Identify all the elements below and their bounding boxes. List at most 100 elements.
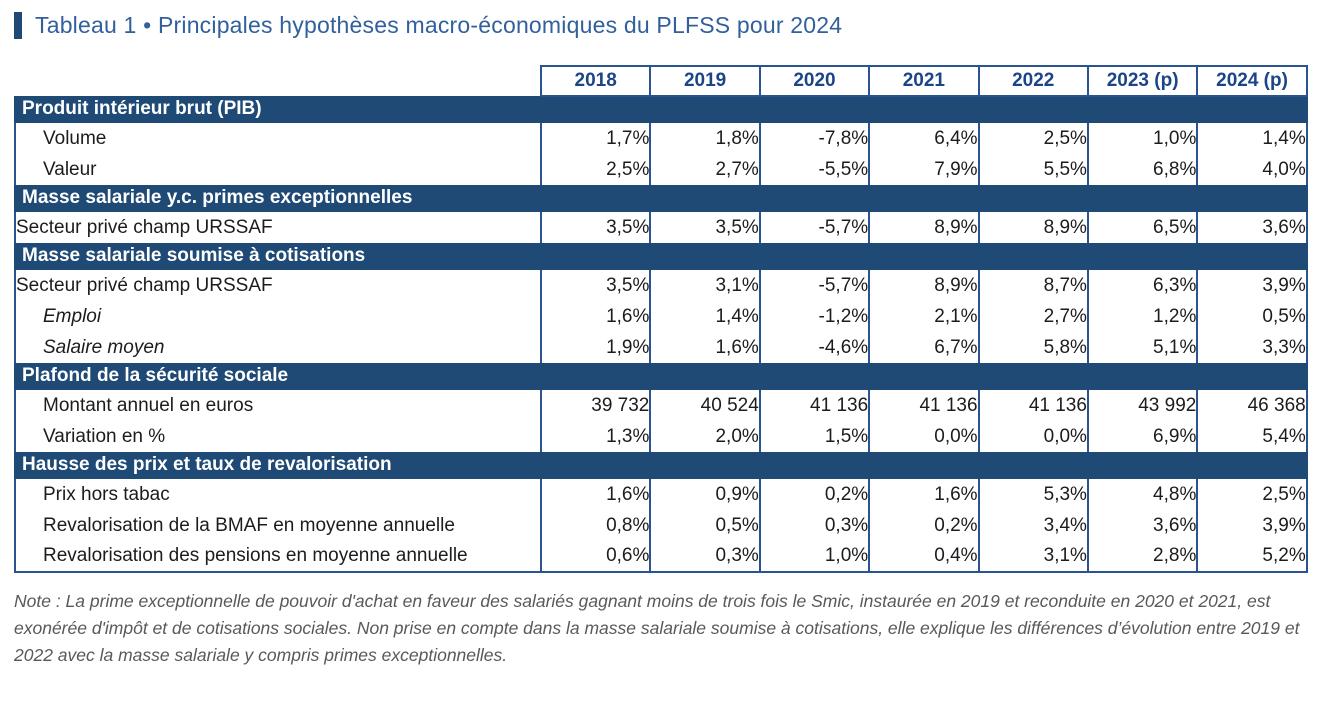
row-label: Volume	[14, 123, 541, 154]
data-cell: 3,6%	[1196, 212, 1308, 243]
data-cell: -5,7%	[758, 270, 870, 301]
data-cell: 0,0%	[868, 421, 979, 452]
data-cell: 0,4%	[868, 541, 979, 573]
table-row: Variation en % 1,3% 2,0% 1,5% 0,0% 0,0% 6,9% 5,…	[14, 421, 1308, 452]
data-cell: -1,2%	[758, 301, 870, 332]
section-header-row: Produit intérieur brut (PIB)	[14, 96, 1308, 123]
row-label: Secteur privé champ URSSAF	[14, 270, 541, 301]
section-header-row: Masse salariale soumise à cotisations	[14, 243, 1308, 270]
row-label: Prix hors tabac	[14, 479, 541, 510]
data-cell: 1,6%	[539, 479, 651, 510]
row-label: Revalorisation de la BMAF en moyenne ann…	[14, 510, 541, 541]
section-header-label: Plafond de la sécurité sociale	[14, 363, 1308, 390]
data-cell: 2,0%	[649, 421, 760, 452]
section-header-label: Hausse des prix et taux de revalorisatio…	[14, 452, 1308, 479]
data-cell: 8,7%	[977, 270, 1088, 301]
year-header: 2021	[868, 65, 980, 97]
table-title: Tableau 1 • Principales hypothèses macro…	[14, 12, 1306, 39]
data-cell: 6,4%	[868, 123, 979, 154]
data-cell: 6,3%	[1086, 270, 1198, 301]
data-cell: 3,9%	[1196, 510, 1308, 541]
data-cell: 3,1%	[649, 270, 760, 301]
data-cell: 2,1%	[868, 301, 979, 332]
data-cell: 0,2%	[758, 479, 870, 510]
data-cell: 5,2%	[1196, 541, 1308, 573]
table-row: Volume 1,7% 1,8% -7,8% 6,4% 2,5% 1,0% 1,4%	[14, 123, 1308, 154]
year-header: 2023 (p)	[1086, 65, 1199, 97]
data-cell: -7,8%	[758, 123, 870, 154]
data-cell: 6,8%	[1086, 154, 1198, 185]
row-label: Montant annuel en euros	[14, 390, 541, 421]
data-cell: 40 524	[649, 390, 760, 421]
data-cell: 0,3%	[758, 510, 870, 541]
data-cell: 2,5%	[977, 123, 1088, 154]
data-cell: 43 992	[1086, 390, 1198, 421]
data-cell: 6,7%	[868, 332, 979, 363]
row-label: Secteur privé champ URSSAF	[14, 212, 541, 243]
data-cell: 0,9%	[649, 479, 760, 510]
data-cell: 3,5%	[539, 270, 651, 301]
data-cell: 1,4%	[1196, 123, 1308, 154]
table-row: Prix hors tabac 1,6% 0,9% 0,2% 1,6% 5,3% 4,8% 2…	[14, 479, 1308, 510]
data-cell: 1,6%	[868, 479, 979, 510]
data-cell: 1,5%	[758, 421, 870, 452]
table-row: Revalorisation des pensions en moyenne a…	[14, 541, 1308, 573]
table-row: Secteur privé champ URSSAF 3,5% 3,5% -5,7% 8…	[14, 212, 1308, 243]
year-header: 2020	[758, 65, 871, 97]
data-cell: 0,2%	[868, 510, 979, 541]
table-row: Emploi 1,6% 1,4% -1,2% 2,1% 2,7% 1,2% 0,5%	[14, 301, 1308, 332]
data-cell: -5,7%	[758, 212, 870, 243]
data-cell: 46 368	[1196, 390, 1308, 421]
data-cell: 1,9%	[539, 332, 651, 363]
section-header-label: Masse salariale y.c. primes exceptionnel…	[14, 185, 1308, 212]
data-cell: 4,8%	[1086, 479, 1198, 510]
data-cell: 8,9%	[977, 212, 1088, 243]
data-cell: 3,6%	[1086, 510, 1198, 541]
corner-empty-cell	[15, 66, 541, 96]
data-cell: -4,6%	[758, 332, 870, 363]
data-cell: 3,9%	[1196, 270, 1308, 301]
section-header-row: Masse salariale y.c. primes exceptionnel…	[14, 185, 1308, 212]
year-header: 2019	[649, 65, 761, 97]
data-cell: 3,5%	[539, 212, 651, 243]
row-label: Valeur	[14, 154, 541, 185]
data-cell: 5,3%	[977, 479, 1088, 510]
data-cell: 5,4%	[1196, 421, 1308, 452]
table-row: Montant annuel en euros 39 732 40 524 41 13…	[14, 390, 1308, 421]
data-cell: 6,5%	[1086, 212, 1198, 243]
data-cell: 1,6%	[539, 301, 651, 332]
data-cell: 41 136	[868, 390, 979, 421]
data-cell: 1,6%	[649, 332, 760, 363]
data-cell: 1,8%	[649, 123, 760, 154]
data-cell: 41 136	[977, 390, 1088, 421]
row-label: Salaire moyen	[14, 332, 541, 363]
data-cell: 2,7%	[977, 301, 1088, 332]
data-cell: 0,5%	[1196, 301, 1308, 332]
title-text: Tableau 1 • Principales hypothèses macro…	[35, 12, 843, 38]
data-cell: 1,7%	[539, 123, 651, 154]
row-label: Emploi	[14, 301, 541, 332]
data-cell: 8,9%	[868, 212, 979, 243]
data-cell: 1,4%	[649, 301, 760, 332]
row-label: Revalorisation des pensions en moyenne a…	[14, 541, 541, 573]
data-cell: 0,3%	[649, 541, 760, 573]
data-cell: 39 732	[539, 390, 651, 421]
data-cell: 1,3%	[539, 421, 651, 452]
data-cell: 1,0%	[1086, 123, 1198, 154]
data-cell: 3,1%	[977, 541, 1088, 573]
data-cell: 5,8%	[977, 332, 1088, 363]
year-header-row: 2018 2019 2020 2021 2022 2023 (p) 2024 (p)	[15, 65, 1308, 97]
data-cell: 0,6%	[539, 541, 651, 573]
data-cell: -5,5%	[758, 154, 870, 185]
section-header-row: Hausse des prix et taux de revalorisatio…	[14, 452, 1308, 479]
data-cell: 1,2%	[1086, 301, 1198, 332]
table-row: Salaire moyen 1,9% 1,6% -4,6% 6,7% 5,8% 5,1% 3,…	[14, 332, 1308, 363]
data-cell: 41 136	[758, 390, 870, 421]
row-label: Variation en %	[14, 421, 541, 452]
data-cell: 0,5%	[649, 510, 760, 541]
data-cell: 5,5%	[977, 154, 1088, 185]
table-row: Secteur privé champ URSSAF 3,5% 3,1% -5,7% 8…	[14, 270, 1308, 301]
section-header-label: Masse salariale soumise à cotisations	[14, 243, 1308, 270]
macro-hypotheses-table: 2018 2019 2020 2021 2022 2023 (p) 2024 (p) Pro…	[14, 65, 1308, 573]
data-cell: 6,9%	[1086, 421, 1198, 452]
